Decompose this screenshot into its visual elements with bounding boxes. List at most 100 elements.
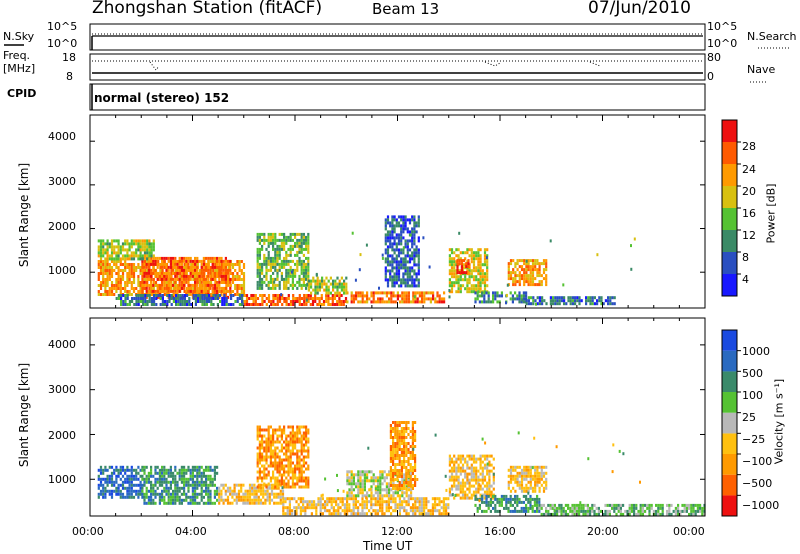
power-region-8: [384, 215, 420, 288]
axis-ticks: [89, 115, 706, 516]
velocity-speckle: [324, 477, 327, 481]
velocity-cb-tick-neg1000: −1000: [742, 499, 780, 512]
power-speckle: [290, 270, 293, 274]
power-ytick-4000: 4000: [48, 130, 76, 143]
power-cb-tick-28: 28: [742, 140, 756, 153]
power-region-12: [507, 259, 548, 287]
velocity-cb-swatch: [722, 495, 737, 516]
xtick-0800: 08:00: [278, 525, 310, 538]
velocity-speckle: [320, 494, 323, 498]
velocity-ytick-2000: 2000: [48, 429, 76, 442]
power-region-13: [525, 296, 616, 306]
freq-tick-bottom: 8: [66, 70, 73, 83]
xtick-1200: 12:00: [381, 525, 413, 538]
power-cb-swatch: [722, 186, 737, 208]
velocity-cb-swatch: [722, 474, 737, 496]
power-speckle: [378, 286, 380, 290]
velocity-speckle: [639, 480, 641, 484]
velocity-speckle: [416, 478, 419, 481]
power-region-5: [346, 291, 446, 304]
velocity-region-10: [538, 503, 706, 516]
freq-unit-label: [MHz]: [3, 62, 36, 75]
power-speckle: [280, 293, 283, 297]
velocity-cb-tick-neg25: −25: [742, 433, 766, 446]
velocity-region-9: [507, 465, 548, 493]
nsky-tick-top: 10^5: [47, 20, 78, 33]
velocity-region-4: [282, 497, 450, 516]
power-cb-tick-4: 4: [742, 273, 749, 286]
velocity-region-8: [474, 494, 541, 513]
power-speckle: [630, 267, 633, 271]
power-speckle: [381, 256, 384, 260]
power-speckle: [359, 253, 362, 257]
velocity-speckle: [527, 491, 530, 495]
cpid-value: normal (stereo) 152: [94, 91, 230, 105]
velocity-cb-swatch: [722, 330, 737, 351]
power-cb-tick-16: 16: [742, 207, 756, 220]
power-speckle: [525, 259, 528, 263]
power-speckle: [521, 298, 524, 302]
velocity-cb-swatch: [722, 392, 737, 413]
nsky-strip-frame: [89, 23, 706, 51]
power-speckle: [448, 295, 451, 299]
velocity-ytick-1000: 1000: [48, 473, 76, 486]
velocity-speckle: [451, 493, 454, 497]
power-speckle: [365, 243, 368, 247]
station-title: Zhongshan Station (fitACF): [92, 0, 323, 18]
power-region-11: [474, 291, 528, 304]
power-speckle: [562, 283, 565, 287]
velocity-speckle: [611, 470, 614, 474]
power-cb-swatch: [722, 252, 737, 274]
power-speckle: [381, 253, 384, 257]
velocity-cb-tick-neg100: −100: [742, 455, 773, 468]
xtick-1600: 16:00: [484, 525, 516, 538]
cpid-label: CPID: [7, 87, 37, 100]
velocity-speckle: [445, 488, 448, 492]
power-ytick-1000: 1000: [48, 264, 76, 277]
power-cb-swatch: [722, 142, 737, 164]
velocity-speckle: [454, 494, 457, 497]
power-ytick-3000: 3000: [48, 175, 76, 188]
freq-strip-frame: [89, 53, 706, 81]
power-cb-swatch: [722, 230, 737, 252]
power-region-2: [97, 239, 155, 261]
velocity-region-3: [256, 425, 310, 489]
velocity-speckle: [365, 496, 368, 500]
power-speckle: [402, 246, 405, 250]
velocity-speckle: [478, 483, 481, 487]
velocity-speckle: [299, 431, 302, 435]
power-speckle: [413, 295, 416, 299]
velocity-cb-tick-500: 500: [742, 367, 763, 380]
velocity-speckle: [553, 509, 556, 513]
velocity-speckle: [412, 447, 415, 451]
date-label: 07/Jun/2010: [588, 0, 691, 18]
velocity-speckle: [555, 445, 558, 449]
x-axis-title: Time UT: [363, 539, 413, 553]
velocity-data-layer: [97, 421, 706, 516]
velocity-speckle: [444, 474, 447, 478]
beam-label: Beam 13: [372, 0, 440, 18]
power-speckle: [485, 256, 488, 260]
velocity-speckle: [531, 466, 534, 470]
power-speckle: [315, 273, 318, 277]
power-speckle: [351, 231, 354, 235]
velocity-speckle: [587, 457, 590, 461]
power-colorbar: [721, 119, 741, 297]
power-cb-swatch: [722, 120, 737, 142]
velocity-colorbar: [721, 329, 741, 517]
power-speckle: [409, 233, 412, 237]
cpid-strip-frame: [89, 83, 706, 111]
velocity-speckle: [618, 449, 621, 453]
velocity-cb-swatch: [722, 350, 737, 372]
power-speckle: [304, 275, 307, 278]
velocity-region-7: [448, 454, 495, 500]
freq-tick-top: 18: [62, 51, 76, 64]
power-cb-tick-24: 24: [742, 163, 756, 176]
velocity-cb-tick-25: 25: [742, 411, 756, 424]
power-speckle: [506, 283, 509, 287]
velocity-speckle: [612, 443, 615, 447]
power-speckle: [422, 236, 425, 240]
velocity-region-1: [141, 465, 219, 505]
velocity-speckle: [486, 462, 489, 466]
